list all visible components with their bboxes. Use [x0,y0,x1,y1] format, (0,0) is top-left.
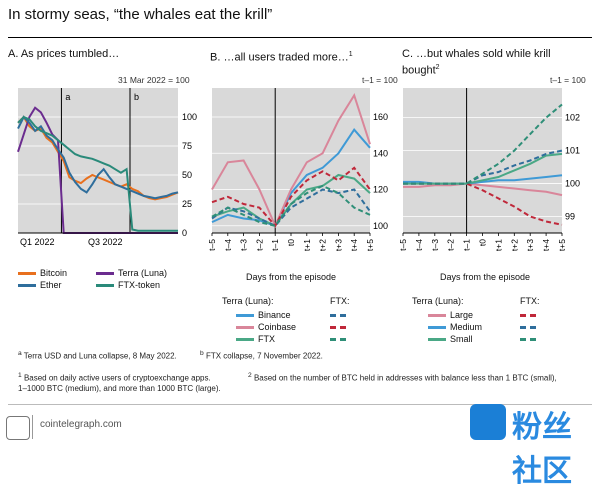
legend-ftt-swatch [96,284,114,288]
panel-a-series-bitcoin [17,115,179,201]
figure-title: In stormy seas, “the whales eat the kril… [8,6,273,23]
panel-c-x-tick: t0 [478,239,488,246]
panel-b-legend-coinbase: Coinbase [236,322,296,332]
panel-c-x-tick: t+1 [493,239,503,251]
panel-a-series-ftx-token [17,115,178,232]
panel-b-x-tick: t–5 [207,239,217,251]
panel-c-y-tick: 100 [565,179,580,189]
panel-a-event-label: b [134,92,139,102]
panel-c-series-ftx-small [403,103,563,185]
panel-b-legend-ftx-ftx [330,334,352,344]
footnote-2: 2 Based on the number of BTC held in add… [248,372,557,383]
footnote-2-cont: 1–1000 BTC (medium), and more than 1000 … [18,384,221,393]
watermark-text: 粉丝社区 [512,410,572,489]
panel-b-x-tick: t+2 [318,239,328,251]
panel-c-x-tick: t–1 [462,239,472,251]
panel-c-legend-large: Large [428,310,473,320]
panel-c-legend-small: Small [428,334,473,344]
panel-b-x-tick: t+4 [349,239,359,251]
panel-a-y-tick: 0 [182,228,187,238]
panel-a-y-tick: 25 [182,199,192,209]
legend-ether-swatch [18,284,36,288]
panel-b-y-tick: 140 [373,148,388,158]
panel-a-base-note: 31 Mar 2022 = 100 [118,75,190,85]
panel-b-title: B. …all users traded more…1 [210,51,353,64]
panel-c-legend-ftx-large [520,310,542,320]
source-link[interactable]: cointelegraph.com [40,419,122,430]
panel-a-x-tick: Q3 2022 [88,237,123,247]
source-logo-icon [6,416,30,440]
panel-b-xlabel: Days from the episode [246,272,337,282]
panel-c-x-tick: t+4 [541,239,551,251]
panel-a-y-tick: 75 [182,141,192,151]
panel-b-series-terra-luna-binance [211,128,371,228]
panel-b-base-note: t–1 = 100 [362,75,398,85]
panel-b-x-tick: t–3 [239,239,249,251]
panel-c-x-tick: t–4 [414,239,424,251]
panel-c-y-tick: 102 [565,113,580,123]
panel-b-x-tick: t–1 [270,239,280,251]
legend-bitcoin: Bitcoin [18,268,67,278]
legend-bitcoin-swatch [18,272,36,276]
source-divider [32,415,33,439]
panel-c-series-terra-luna-large [403,182,563,197]
panel-c-x-tick: t+5 [557,239,567,251]
panel-c-x-tick: t–2 [446,239,456,251]
panel-b-legend-ftx: FTX [236,334,275,344]
panel-b-x-tick: t+3 [333,239,343,251]
panel-c-legend-head-left: Terra (Luna): [412,296,464,306]
panel-a-title: A. As prices tumbled… [8,48,120,60]
footnote-a: a Terra USD and Luna collapse, 8 May 202… [18,350,177,361]
panel-c-y-tick: 99 [565,212,575,222]
panel-b-legend-ftx-coinbase [330,322,352,332]
top-rule [8,37,592,38]
footnote-b: b FTX collapse, 7 November 2022. [200,350,323,361]
panel-b-series-terra-luna-coinbase [211,92,371,229]
panel-b-y-tick: 120 [373,185,388,195]
watermark-logo-icon [470,404,506,440]
panel-c-x-tick: t–3 [430,239,440,251]
panel-b-series-ftx-ftx [211,184,371,227]
panel-b-x-tick: t0 [286,239,296,246]
bottom-rule [8,404,592,405]
panel-b-y-tick: 160 [373,112,388,122]
panel-c-legend-head-right: FTX: [520,296,540,306]
panel-b-legend-ftx-binance [330,310,352,320]
footnote-1: 1 Based on daily active users of cryptoe… [18,372,211,383]
panel-a-event-label: a [65,92,70,102]
panel-a-x-tick: Q1 2022 [20,237,55,247]
panel-a-y-tick: 100 [182,112,197,122]
panel-b-x-tick: t–4 [223,239,233,251]
panel-b-series-ftx-binance [211,188,371,228]
legend-ftt: FTX-token [96,280,160,290]
panel-b-y-tick: 100 [373,221,388,231]
legend-ether: Ether [18,280,62,290]
panel-b-x-tick: t+5 [365,239,375,251]
panel-c-title: C. …but whales sold while krill bought2 [402,48,551,77]
panel-b-legend-head-left: Terra (Luna): [222,296,274,306]
panel-b-x-tick: t–2 [254,239,264,251]
panel-c-base-note: t–1 = 100 [550,75,586,85]
panel-b-x-tick: t+1 [302,239,312,251]
panel-c-x-tick: t+3 [525,239,535,251]
charts-svg: 0 25 50 75 100 a b Q1 2022 Q3 2022 100 120 140 160 t–… [17,88,580,251]
panel-c-x-tick: t+2 [509,239,519,251]
legend-luna-swatch [96,272,114,276]
panel-b-legend-binance: Binance [236,310,291,320]
panel-b-series-ftx-coinbase [211,166,371,228]
panel-a-y-tick: 50 [182,170,192,180]
panel-c-x-tick: t–5 [398,239,408,251]
panel-c-legend-ftx-small [520,334,542,344]
panel-c-xlabel: Days from the episode [440,272,531,282]
legend-luna: Terra (Luna) [96,268,167,278]
panel-b-legend-head-right: FTX: [330,296,350,306]
panel-c-y-tick: 101 [565,146,580,156]
panel-c-legend-ftx-medium [520,322,542,332]
panel-c-legend-medium: Medium [428,322,482,332]
